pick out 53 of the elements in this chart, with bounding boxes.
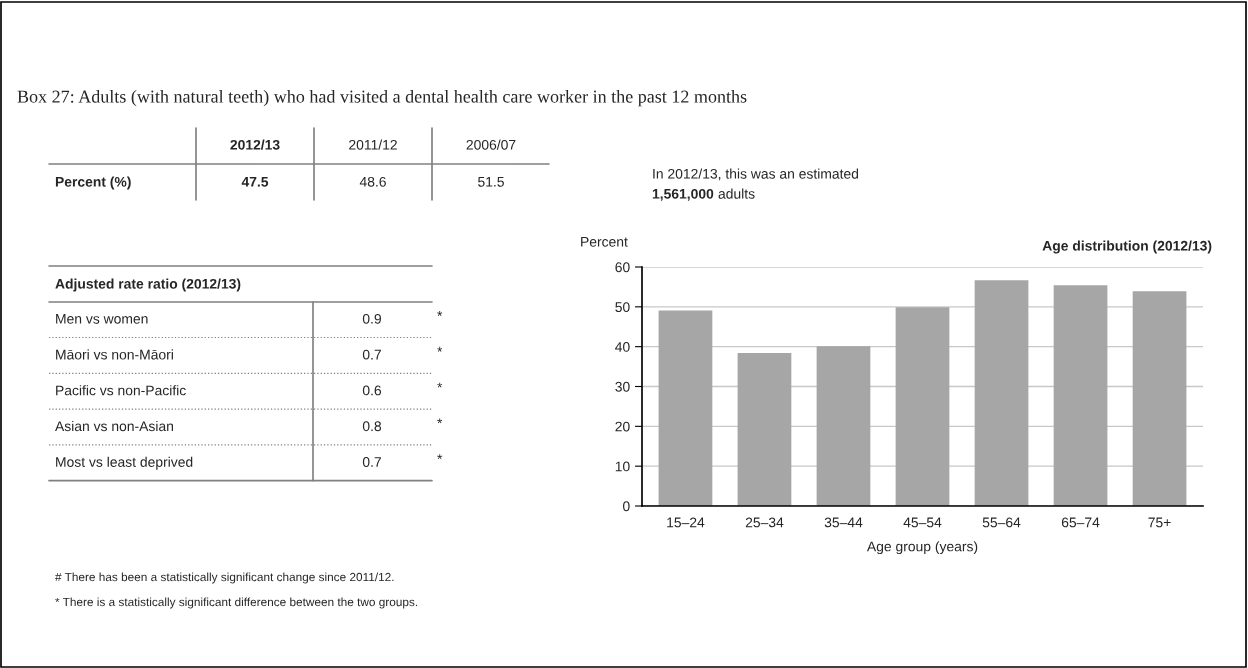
data-label: 47.5 [241, 177, 269, 187]
text: * There is a statistically significant difference between the two groups. [55, 597, 418, 609]
y-tick-label: 20 [615, 421, 630, 432]
y-tick-label: 10 [615, 461, 630, 472]
data-label: 0.7 [362, 349, 381, 360]
text: * [437, 382, 443, 388]
text: adults [718, 188, 755, 199]
category-label: Asian vs non-Asian [55, 420, 173, 432]
x-tick-label: 75+ [1148, 517, 1171, 528]
data-label: 0.7 [362, 457, 381, 467]
text: * [437, 418, 443, 424]
bar [1053, 285, 1108, 506]
y-tick-label: 40 [615, 342, 630, 352]
x-axis-title: Age group (years) [866, 541, 978, 555]
text: * [437, 454, 443, 460]
y-tick-label: 50 [615, 302, 630, 312]
category-label: Most vs least deprived [56, 456, 193, 470]
y-tick-label: 30 [615, 381, 630, 392]
bar [1132, 291, 1187, 506]
text: Adjusted rate ratio (2012/13) [55, 278, 241, 292]
x-tick-label: 25–34 [745, 517, 784, 528]
x-tick-label: 65–74 [1061, 517, 1100, 528]
text: * [437, 311, 443, 316]
x-tick-label: 35–44 [824, 517, 863, 528]
data-label: 0.8 [362, 421, 382, 432]
bar [974, 280, 1029, 506]
text: Box 27: Adults (with natural teeth) who had visited a dental health care worker in the past 12 months [17, 90, 747, 107]
bar [816, 346, 871, 506]
bar [658, 310, 713, 506]
category-label: Men vs women [56, 314, 148, 324]
x-tick-label: 45–54 [903, 517, 942, 528]
category-label: 2012/13 [230, 139, 280, 150]
data-label: 0.6 [362, 385, 382, 396]
text: In 2012/13, this was an estimated [653, 168, 859, 181]
x-tick-label: 55–64 [982, 517, 1021, 528]
bar [737, 353, 792, 506]
category-label: 2006/07 [466, 139, 516, 150]
text: Percent (%) [55, 176, 131, 190]
y-tick-label: 0 [623, 501, 630, 512]
category-label: Māori vs non-Māori [56, 349, 173, 360]
data-label: 0.9 [362, 313, 381, 324]
y-tick-label: 60 [615, 262, 630, 273]
y-axis-title: Percent [581, 237, 628, 247]
data-label: 51.5 [478, 177, 504, 187]
category-label: Pacific vs non-Pacific [56, 385, 186, 396]
text: # There has been a statistically significant change since 2011/12. [55, 572, 394, 584]
chart-title: Age distribution (2012/13) [1042, 240, 1212, 254]
x-tick-label: 15–24 [667, 517, 705, 528]
bar [895, 307, 950, 506]
data-label: 48.6 [359, 176, 386, 187]
text: * [437, 346, 443, 352]
text: 1,561,000 [652, 188, 714, 201]
category-label: 2011/12 [349, 139, 397, 150]
